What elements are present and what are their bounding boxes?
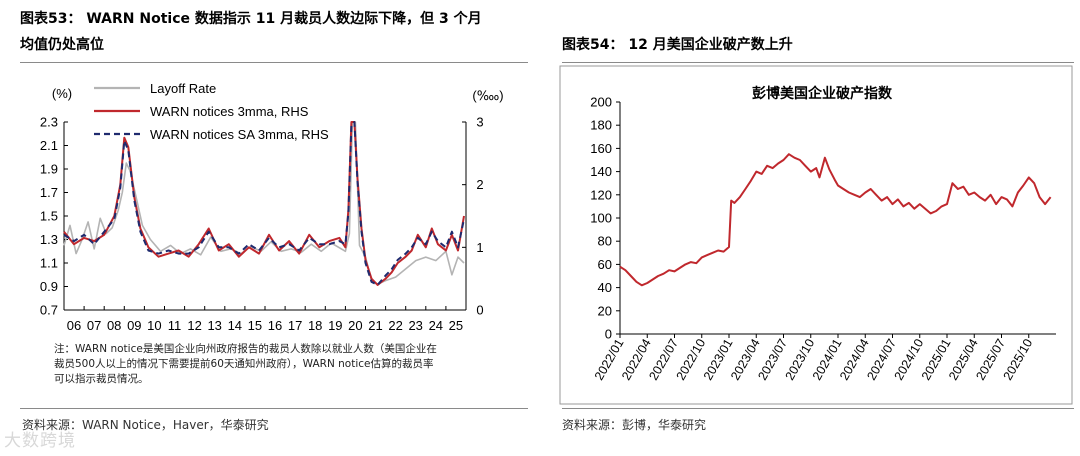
right-y-tick-label: 3 xyxy=(476,115,483,130)
watermark-text: 大数跨境 xyxy=(4,431,76,451)
x-tick-label: 24 xyxy=(429,318,443,333)
note-line-1: 注：WARN notice是美国企业向州政府报告的裁员人数除以就业人数（美国企业… xyxy=(54,343,437,355)
x-tick-label: 06 xyxy=(67,318,81,333)
x-tick-label: 13 xyxy=(207,318,221,333)
x-tick-label: 12 xyxy=(187,318,201,333)
x-tick-label: 11 xyxy=(168,318,182,333)
y-tick-label: 200 xyxy=(590,95,612,110)
right-panel: 图表54： 12 月美国企业破产数上升 彭博美国企业破产指数 0 20 40 60 80… xyxy=(556,0,1080,456)
left-chart-title-line1: 图表53： WARN Notice 数据指示 11 月裁员人数边际下降，但 3 … xyxy=(20,11,482,27)
left-y-tick-label: 1.5 xyxy=(40,209,58,224)
x-tick-label: 16 xyxy=(268,318,282,333)
x-tick-label: 25 xyxy=(449,318,463,333)
left-y-tick-label: 1.9 xyxy=(40,162,58,177)
y-tick-label: 40 xyxy=(598,280,612,295)
left-y-tick-label: 0.9 xyxy=(40,279,58,294)
left-title-rule xyxy=(20,62,528,63)
right-chart-frame xyxy=(559,65,1073,405)
right-source: 资料来源：彭博，华泰研究 xyxy=(562,418,707,432)
y-tick-label: 120 xyxy=(590,187,612,202)
left-y-tick-label: 1.7 xyxy=(40,185,58,200)
x-tick-label: 19 xyxy=(328,318,342,333)
legend-label-3: WARN notices SA 3mma, RHS xyxy=(150,127,329,142)
y-tick-label: 180 xyxy=(590,118,612,133)
y-tick-label: 160 xyxy=(590,141,612,156)
right-plot-title: 彭博美国企业破产指数 xyxy=(752,85,893,102)
left-y-tick-label: 1.1 xyxy=(40,256,58,271)
legend-label-1: Layoff Rate xyxy=(150,81,216,96)
right-chart-title: 图表54： 12 月美国企业破产数上升 xyxy=(562,37,793,53)
series-line-3 xyxy=(63,121,465,286)
left-chart-title-line2: 均值仍处高位 xyxy=(20,37,104,53)
right-y-tick-label: 0 xyxy=(476,303,483,318)
series-line-2 xyxy=(63,121,465,286)
left-y-tick-label: 1.3 xyxy=(40,232,58,247)
y-tick-label: 60 xyxy=(598,257,612,272)
note-line-3: 可以指示裁员情况。 xyxy=(54,373,149,385)
right-y-tick-label: 2 xyxy=(476,177,483,192)
right-title-rule xyxy=(562,62,1074,63)
right-chart: 彭博美国企业破产指数 02040608010012014016018020020… xyxy=(559,65,1073,405)
y-tick-label: 100 xyxy=(590,211,612,226)
left-y-tick-label: 2.1 xyxy=(40,138,58,153)
x-tick-label: 08 xyxy=(107,318,121,333)
left-panel: 图表53： WARN Notice 数据指示 11 月裁员人数边际下降，但 3 … xyxy=(0,0,528,456)
y-tick-label: 0 xyxy=(605,327,612,342)
x-tick-label: 20 xyxy=(348,318,362,333)
x-tick-label: 22 xyxy=(388,318,402,333)
left-y-tick-label: 0.7 xyxy=(40,303,58,318)
y-tick-label: 140 xyxy=(590,164,612,179)
x-tick-label: 07 xyxy=(87,318,101,333)
left-chart-note: 注：WARN notice是美国企业向州政府报告的裁员人数除以就业人数（美国企业… xyxy=(54,342,514,387)
x-tick-label: 09 xyxy=(127,318,141,333)
right-source-rule xyxy=(562,408,1074,409)
right-axis-unit: (‱) xyxy=(472,88,503,103)
right-y-tick-label: 1 xyxy=(476,240,483,255)
x-tick-label: 15 xyxy=(248,318,262,333)
x-tick-label: 14 xyxy=(228,318,242,333)
left-axis-unit: (%) xyxy=(52,86,72,101)
bankruptcy-index-line xyxy=(619,153,1052,287)
left-y-tick-label: 2.3 xyxy=(40,115,58,130)
x-tick-label: 10 xyxy=(147,318,161,333)
left-source: 资料来源：WARN Notice，Haver，华泰研究 xyxy=(22,418,269,432)
x-tick-label: 17 xyxy=(288,318,302,333)
x-tick-label: 23 xyxy=(408,318,422,333)
x-tick-label: 21 xyxy=(368,318,382,333)
legend-label-2: WARN notices 3mma, RHS xyxy=(150,104,309,119)
x-tick-label: 18 xyxy=(308,318,322,333)
note-line-2: 裁员500人以上的情况下需要提前60天通知州政府），WARN notice估算的… xyxy=(54,358,434,370)
left-source-rule xyxy=(20,408,528,409)
y-tick-label: 20 xyxy=(598,303,612,318)
y-tick-label: 80 xyxy=(598,234,612,249)
